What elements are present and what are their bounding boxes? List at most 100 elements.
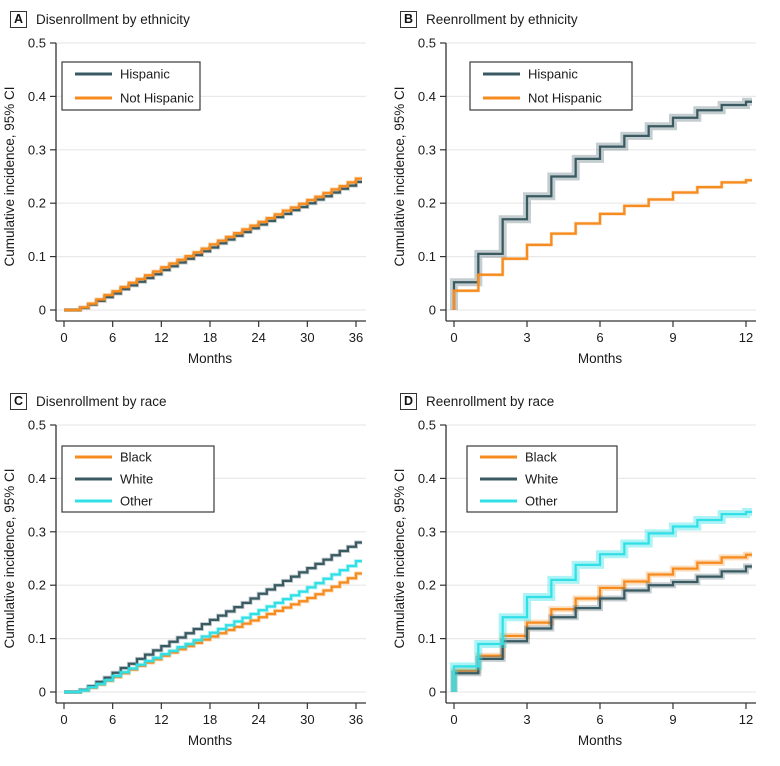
y-tick-label: 0 — [39, 685, 46, 700]
x-axis-label: Months — [188, 733, 233, 748]
panel-a-legend-box — [61, 61, 201, 111]
x-tick-label: 18 — [203, 712, 217, 727]
panel-a-letter: A — [10, 10, 27, 28]
x-tick-label: 3 — [523, 330, 530, 345]
y-tick-label: 0.2 — [28, 196, 46, 211]
panel-a-plot: 0 0.1 0.2 0.3 0.4 0.5 0 6 12 18 24 30 36 Months Cumula… — [0, 31, 390, 379]
y-tick-label: 0.1 — [28, 249, 46, 264]
y-tick-label: 0 — [429, 685, 436, 700]
panel-c-plot: 0 0.1 0.2 0.3 0.4 0.5 0 6 12 18 24 30 36 Months Cumula… — [0, 413, 390, 761]
y-tick-label: 0.2 — [28, 578, 46, 593]
y-tick-label: 0.1 — [418, 631, 436, 646]
series-line-other — [452, 510, 752, 692]
panel-d-chart: 0 0.1 0.2 0.3 0.4 0.5 0 3 6 9 12 Months Cumulative i… — [392, 418, 756, 748]
panel-c: C Disenrollment by race 0 0.1 0.2 0.3 0.4 0.5… — [0, 382, 390, 764]
panel-b-title: Reenrollment by ethnicity — [426, 11, 578, 27]
x-tick-label: 30 — [300, 712, 314, 727]
x-tick-label: 30 — [300, 330, 314, 345]
y-tick-label: 0.3 — [418, 524, 436, 539]
x-tick-label: 12 — [739, 330, 753, 345]
series-line-white — [64, 541, 362, 694]
legend-label-hispanic: Hispanic — [120, 67, 170, 82]
ci-band-hispanic — [450, 97, 752, 310]
legend-label-hispanic: Hispanic — [528, 67, 578, 82]
series-line-other — [64, 560, 362, 694]
y-tick-label: 0.4 — [28, 471, 46, 486]
y-tick-label: 0.5 — [28, 418, 46, 433]
panel-b-letter: B — [400, 10, 417, 28]
legend-label-black: Black — [120, 450, 152, 465]
x-tick-label: 3 — [523, 712, 530, 727]
y-tick-label: 0.2 — [418, 196, 436, 211]
y-axis-label: Cumulative incidence, 95% CI — [2, 468, 17, 648]
series-line-hispanic — [64, 180, 362, 312]
y-tick-label: 0.5 — [418, 418, 436, 433]
panel-c-chart: 0 0.1 0.2 0.3 0.4 0.5 0 6 12 18 24 30 36 Months Cumula… — [2, 418, 366, 748]
y-tick-label: 0.3 — [28, 524, 46, 539]
panel-a-header: A Disenrollment by ethnicity — [10, 9, 390, 29]
panel-b-plot: 0 0.1 0.2 0.3 0.4 0.5 0 3 6 9 12 Months Cumulative i… — [390, 31, 780, 379]
x-axis-label: Months — [578, 733, 623, 748]
y-tick-label: 0.1 — [28, 631, 46, 646]
panel-c-title: Disenrollment by race — [36, 393, 167, 409]
x-axis-label: Months — [188, 351, 233, 366]
x-tick-label: 12 — [154, 712, 168, 727]
y-tick-label: 0 — [39, 303, 46, 318]
panel-d-title: Reenrollment by race — [426, 393, 555, 409]
panel-c-header: C Disenrollment by race — [10, 391, 390, 411]
legend-label-white: White — [120, 472, 153, 487]
series-line-white — [452, 565, 752, 692]
y-tick-label: 0.4 — [28, 89, 46, 104]
x-tick-label: 36 — [349, 330, 363, 345]
panel-b-legend-box — [469, 61, 633, 111]
x-tick-label: 6 — [109, 712, 116, 727]
y-axis-label: Cumulative incidence, 95% CI — [392, 468, 407, 648]
x-tick-label: 6 — [109, 330, 116, 345]
legend-label-not-hispanic: Not Hispanic — [528, 91, 602, 106]
x-tick-label: 9 — [669, 712, 676, 727]
y-axis-label: Cumulative incidence, 95% CI — [2, 86, 17, 266]
x-axis-label: Months — [578, 351, 623, 366]
legend-label-other: Other — [120, 494, 153, 509]
panel-d-plot: 0 0.1 0.2 0.3 0.4 0.5 0 3 6 9 12 Months Cumulative i… — [390, 413, 780, 761]
x-tick-label: 24 — [251, 712, 265, 727]
x-tick-label: 12 — [154, 330, 168, 345]
x-tick-label: 0 — [60, 712, 67, 727]
legend-label-not-hispanic: Not Hispanic — [120, 91, 194, 106]
panel-d-header: D Reenrollment by race — [400, 391, 780, 411]
series-line-not-hispanic — [452, 179, 752, 310]
panel-b-header: B Reenrollment by ethnicity — [400, 9, 780, 29]
x-tick-label: 0 — [450, 712, 457, 727]
legend-label-other: Other — [525, 494, 558, 509]
panel-a-title: Disenrollment by ethnicity — [36, 11, 190, 27]
panel-a-chart: 0 0.1 0.2 0.3 0.4 0.5 0 6 12 18 24 30 36 Months Cumula… — [2, 36, 366, 366]
y-tick-label: 0.3 — [418, 142, 436, 157]
panel-c-letter: C — [10, 392, 27, 410]
x-tick-label: 0 — [60, 330, 67, 345]
ci-band-other — [64, 559, 362, 694]
panel-a: A Disenrollment by ethnicity 0 0.1 0.2 0.3 0… — [0, 0, 390, 382]
y-tick-label: 0.5 — [28, 36, 46, 51]
x-tick-label: 36 — [349, 712, 363, 727]
series-line-hispanic — [452, 100, 752, 310]
y-tick-label: 0.4 — [418, 471, 436, 486]
y-tick-label: 0.2 — [418, 578, 436, 593]
legend-label-black: Black — [525, 450, 557, 465]
legend-label-white: White — [525, 472, 558, 487]
panel-b: B Reenrollment by ethnicity 0 0.1 0.2 0.3 0.… — [390, 0, 780, 382]
y-tick-label: 0.5 — [418, 36, 436, 51]
panel-d: D Reenrollment by race 0 0.1 0.2 0.3 0.4 0.5 0… — [390, 382, 780, 764]
y-tick-label: 0.4 — [418, 89, 436, 104]
x-tick-label: 6 — [596, 712, 603, 727]
panel-d-letter: D — [400, 392, 417, 410]
panel-b-chart: 0 0.1 0.2 0.3 0.4 0.5 0 3 6 9 12 Months Cumulative i… — [392, 36, 756, 366]
y-tick-label: 0.3 — [28, 142, 46, 157]
y-tick-label: 0.1 — [418, 249, 436, 264]
x-tick-label: 6 — [596, 330, 603, 345]
x-tick-label: 24 — [251, 330, 265, 345]
y-tick-label: 0 — [429, 303, 436, 318]
x-tick-label: 0 — [450, 330, 457, 345]
series-line-not-hispanic — [64, 177, 362, 312]
x-tick-label: 18 — [203, 330, 217, 345]
